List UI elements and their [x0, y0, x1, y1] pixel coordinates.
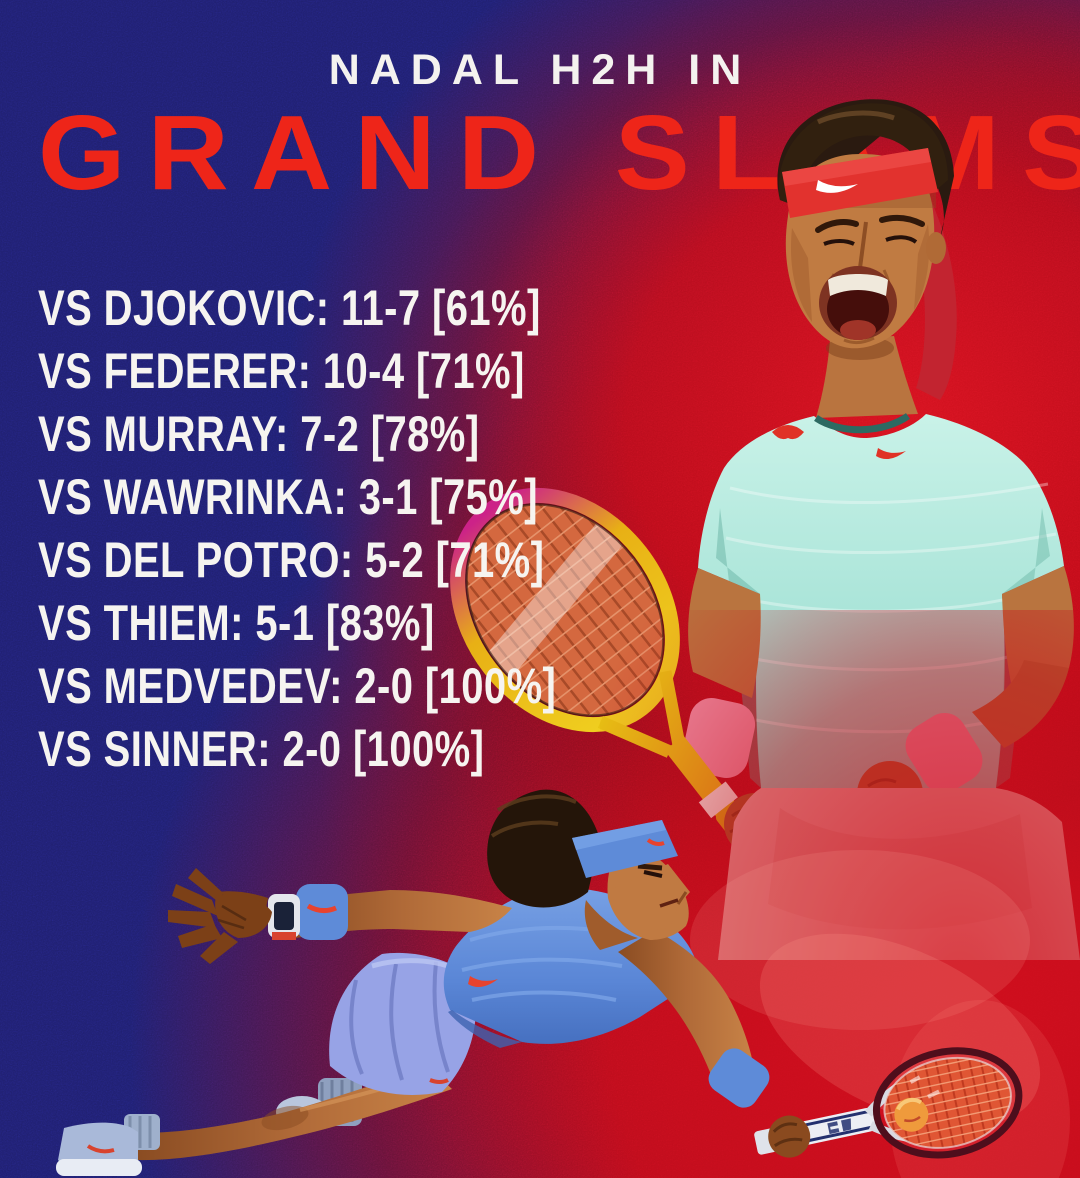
ghost-shorts — [690, 850, 1030, 1030]
stat-line-text: VS FEDERER: 10-4 [71%] — [38, 342, 525, 399]
left-fist — [724, 793, 786, 855]
stat-line-thiem: VS THIEM: 5-1 [83%] — [38, 591, 686, 654]
blue-shirt-torso — [443, 887, 698, 1048]
stat-line-del-potro: VS DEL POTRO: 5-2 [71%] — [38, 528, 686, 591]
tennis-racquet-graphic — [754, 1046, 1023, 1160]
nike-swoosh-icon — [646, 838, 665, 846]
stat-line-medvedev: VS MEDVEDEV: 2-0 [100%] — [38, 654, 686, 717]
right-eyebrow — [879, 214, 925, 227]
open-hand — [168, 868, 272, 964]
shoe — [58, 1122, 138, 1173]
stat-line-text: VS DEL POTRO: 5-2 [71%] — [38, 531, 545, 588]
stat-line-text: VS WAWRINKA: 3-1 [75%] — [38, 468, 538, 525]
neck — [584, 900, 638, 950]
stat-line-federer: VS FEDERER: 10-4 [71%] — [38, 339, 686, 402]
stat-line-text: VS MEDVEDEV: 2-0 [100%] — [38, 657, 557, 714]
head — [487, 789, 690, 950]
sock — [124, 1114, 160, 1150]
main-title-text: GRAND SLAMS — [38, 94, 1080, 212]
stat-line-text: VS DJOKOVIC: 11-7 [61%] — [38, 279, 541, 336]
neck — [816, 336, 918, 418]
trailing-leg — [56, 1068, 452, 1176]
stat-line-text: VS MURRAY: 7-2 [78%] — [38, 405, 480, 462]
face-profile — [607, 848, 689, 940]
ghost-leg — [890, 1000, 1070, 1178]
racquet-arm — [618, 930, 770, 1108]
stat-line-sinner: VS SINNER: 2-0 [100%] — [38, 717, 686, 780]
blue-wristband — [708, 1048, 770, 1108]
bull-logo-icon — [772, 425, 804, 440]
nike-swoosh-icon — [468, 976, 498, 988]
ghost-thigh — [759, 933, 1041, 1127]
stat-line-wawrinka: VS WAWRINKA: 3-1 [75%] — [38, 465, 686, 528]
stat-line-text: VS THIEM: 5-1 [83%] — [38, 594, 435, 651]
left-eyebrow — [815, 219, 859, 233]
watch — [268, 894, 300, 938]
shorts — [718, 788, 1080, 960]
stat-line-text: VS SINNER: 2-0 [100%] — [38, 720, 485, 777]
h2h-stats-list: VS DJOKOVIC: 11-7 [61%] VS FEDERER: 10-4… — [38, 276, 686, 780]
blue-headband — [572, 820, 678, 878]
left-arm — [688, 568, 761, 698]
nike-swoosh-icon — [876, 448, 906, 460]
right-eye — [885, 235, 918, 244]
open-mouth — [819, 266, 897, 340]
blue-shorts — [329, 952, 476, 1095]
main-title: GRAND SLAMS — [38, 100, 1080, 206]
mint-shirt — [698, 413, 1064, 788]
nike-swoosh-icon — [86, 1144, 115, 1154]
pink-wristband — [905, 712, 983, 794]
gripping-hand — [768, 1115, 811, 1158]
stat-line-djokovic: VS DJOKOVIC: 11-7 [61%] — [38, 276, 686, 339]
collar — [814, 413, 910, 434]
extended-left-arm — [168, 868, 512, 964]
nike-swoosh-icon — [306, 903, 337, 914]
hair — [487, 789, 600, 908]
stat-line-murray: VS MURRAY: 7-2 [78%] — [38, 402, 686, 465]
right-fist — [857, 761, 923, 827]
pink-forearm-band — [682, 698, 756, 778]
kicker-title-text: NADAL H2H IN — [328, 46, 752, 94]
left-eye — [823, 239, 855, 246]
kicker-title: NADAL H2H IN — [0, 46, 1080, 95]
tennis-ball-graphic — [894, 1097, 929, 1132]
headband-tail — [908, 198, 957, 400]
aero-brand-mark — [827, 1118, 852, 1135]
rear-shoe — [276, 1078, 362, 1128]
blue-wristband — [296, 884, 348, 940]
right-arm — [1002, 566, 1074, 688]
nadal-forehand-figure — [56, 789, 1023, 1176]
